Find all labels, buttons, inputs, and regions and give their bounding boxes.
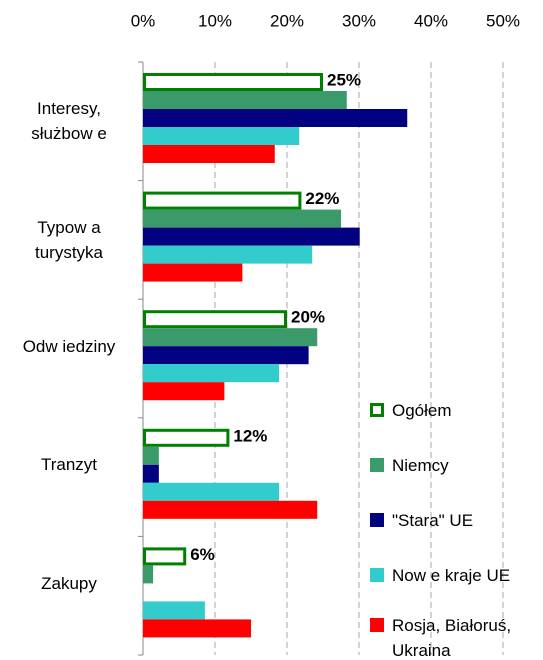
legend-entry: "Stara" UE [370, 508, 543, 533]
x-tick-label: 30% [342, 11, 376, 30]
legend-entry: Ogółem [370, 398, 543, 423]
x-tick-label: 0% [131, 11, 156, 30]
bar [143, 364, 280, 383]
legend-swatch [370, 458, 384, 472]
value-label: 12% [233, 426, 267, 445]
bar [143, 109, 408, 127]
value-label: 20% [291, 308, 325, 327]
bar [143, 145, 275, 163]
bar [143, 209, 341, 228]
bar [143, 73, 323, 91]
bar [143, 245, 313, 264]
bar [143, 91, 347, 109]
bar [143, 328, 318, 347]
category-label: Tranzyt [40, 455, 98, 475]
legend-swatch [370, 618, 384, 632]
bar [143, 446, 159, 465]
bar [143, 263, 243, 282]
legend-swatch [370, 568, 384, 582]
value-label: 22% [305, 189, 339, 208]
bar [143, 127, 300, 145]
x-tick-label: 40% [414, 11, 448, 30]
bar [143, 310, 287, 329]
x-tick-label: 20% [270, 11, 304, 30]
bar [143, 464, 159, 483]
bar [143, 601, 205, 620]
legend-swatch [370, 403, 384, 417]
bar [143, 227, 360, 246]
bar [143, 428, 230, 447]
x-tick-label: 10% [198, 11, 232, 30]
category-label: Zakupy [41, 573, 97, 593]
bar [143, 619, 251, 638]
category-label: Interesy, służbow e [31, 99, 107, 144]
category-label: Odw iedziny [22, 336, 116, 356]
legend-entry: Niemcy [370, 453, 543, 478]
legend-entry: Rosja, Białoruś, Ukraina [370, 613, 543, 660]
value-label: 6% [190, 545, 215, 564]
bar [143, 565, 154, 584]
value-label: 25% [327, 70, 361, 89]
bar [143, 346, 309, 365]
bar [143, 382, 225, 401]
bar [143, 500, 318, 519]
bar [143, 191, 302, 210]
bar [143, 547, 187, 566]
bar [143, 482, 280, 501]
category-label: Typow a turystyka [34, 217, 104, 262]
legend-swatch [370, 513, 384, 527]
x-tick-label: 50% [486, 11, 520, 30]
legend-entry: Now e kraje UE [370, 563, 543, 588]
